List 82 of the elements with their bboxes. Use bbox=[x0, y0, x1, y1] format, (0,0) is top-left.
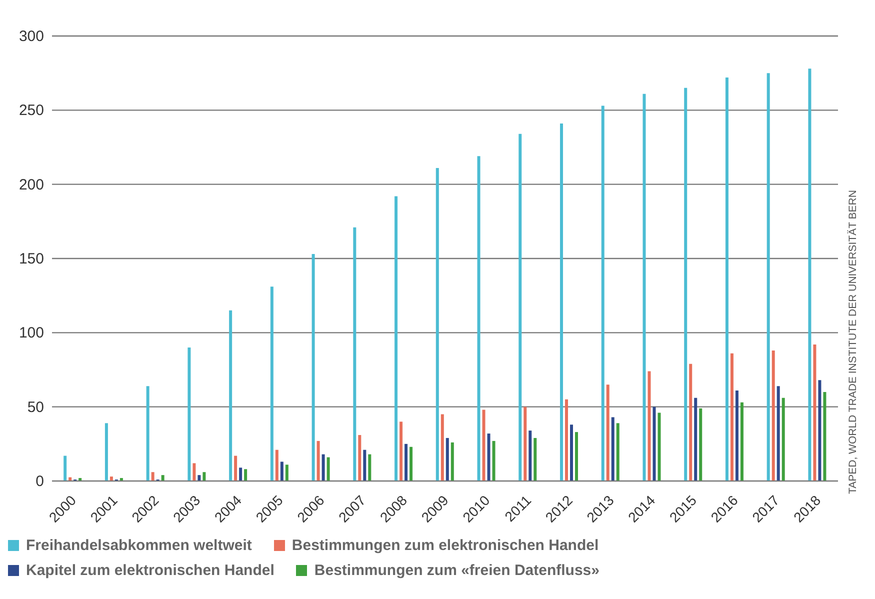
bar bbox=[684, 88, 688, 481]
bar bbox=[492, 440, 496, 481]
bar bbox=[616, 423, 620, 481]
bar bbox=[436, 168, 439, 481]
bar bbox=[534, 438, 537, 481]
bar bbox=[813, 344, 816, 481]
bar bbox=[404, 444, 408, 481]
bar bbox=[146, 386, 150, 481]
bar bbox=[694, 398, 698, 481]
bar bbox=[358, 435, 362, 481]
bar bbox=[110, 476, 113, 481]
bar bbox=[161, 475, 164, 481]
legend-label: Bestimmungen zum elektronischen Handel bbox=[292, 537, 599, 554]
bar bbox=[234, 456, 238, 481]
bar bbox=[188, 348, 191, 481]
bar bbox=[652, 406, 656, 481]
bar bbox=[776, 386, 780, 481]
bar bbox=[316, 440, 320, 481]
y-tick-label: 150 bbox=[18, 250, 44, 268]
bar bbox=[192, 463, 196, 481]
bar bbox=[823, 392, 826, 481]
bar bbox=[606, 384, 610, 481]
bar bbox=[487, 434, 490, 481]
bar bbox=[229, 310, 232, 481]
bar bbox=[239, 468, 242, 481]
y-tick-label: 300 bbox=[18, 28, 44, 45]
bar bbox=[482, 410, 486, 481]
bar bbox=[198, 475, 201, 481]
bar bbox=[689, 364, 692, 481]
bar bbox=[575, 432, 578, 481]
bar bbox=[64, 456, 67, 481]
bar bbox=[244, 469, 248, 481]
bar bbox=[518, 134, 522, 481]
legend-label: Freihandelsabkommen weltweit bbox=[26, 537, 252, 554]
legend-label: Kapitel zum elektronischen Handel bbox=[26, 562, 274, 579]
bar bbox=[275, 450, 278, 481]
bar bbox=[740, 402, 744, 481]
bar bbox=[400, 422, 403, 481]
bar bbox=[410, 446, 413, 481]
bar bbox=[818, 380, 822, 481]
bar bbox=[285, 464, 288, 481]
bar bbox=[772, 350, 775, 481]
bar bbox=[446, 438, 449, 481]
bar bbox=[528, 430, 532, 481]
bar bbox=[368, 454, 372, 481]
bar bbox=[450, 442, 454, 481]
bar bbox=[322, 454, 325, 481]
text: TAPED, WORLD TRADE INSTITUTE DER UNIVERSITÄT BERN bbox=[847, 190, 859, 494]
bar bbox=[642, 94, 646, 481]
bar bbox=[440, 414, 444, 481]
y-tick-label: 50 bbox=[27, 398, 44, 416]
bar bbox=[808, 68, 812, 481]
y-tick-label: 200 bbox=[18, 176, 44, 194]
bar bbox=[766, 73, 770, 481]
y-tick-label: 100 bbox=[18, 324, 44, 342]
bar bbox=[560, 124, 564, 481]
bar bbox=[611, 417, 614, 481]
bar bbox=[394, 196, 398, 481]
bar bbox=[730, 353, 734, 481]
bar bbox=[353, 227, 356, 481]
bar bbox=[782, 398, 785, 481]
bar bbox=[648, 371, 651, 481]
bar bbox=[202, 472, 206, 481]
bar bbox=[524, 406, 527, 481]
bar bbox=[477, 156, 480, 481]
bar bbox=[699, 408, 702, 481]
bar bbox=[565, 399, 568, 481]
bar bbox=[326, 457, 330, 481]
bar bbox=[658, 412, 661, 481]
bar bbox=[151, 472, 154, 481]
bar bbox=[570, 424, 574, 481]
bar bbox=[104, 423, 108, 481]
bar bbox=[735, 390, 738, 481]
bar bbox=[280, 462, 284, 481]
legend-label: Bestimmungen zum «freien Datenfluss» bbox=[314, 562, 600, 579]
bar bbox=[270, 286, 274, 481]
y-tick-label: 0 bbox=[36, 473, 44, 490]
bar bbox=[363, 450, 366, 481]
bar bbox=[601, 106, 604, 481]
y-tick-label: 250 bbox=[18, 102, 44, 120]
bar bbox=[312, 254, 315, 481]
bar bbox=[725, 78, 728, 481]
